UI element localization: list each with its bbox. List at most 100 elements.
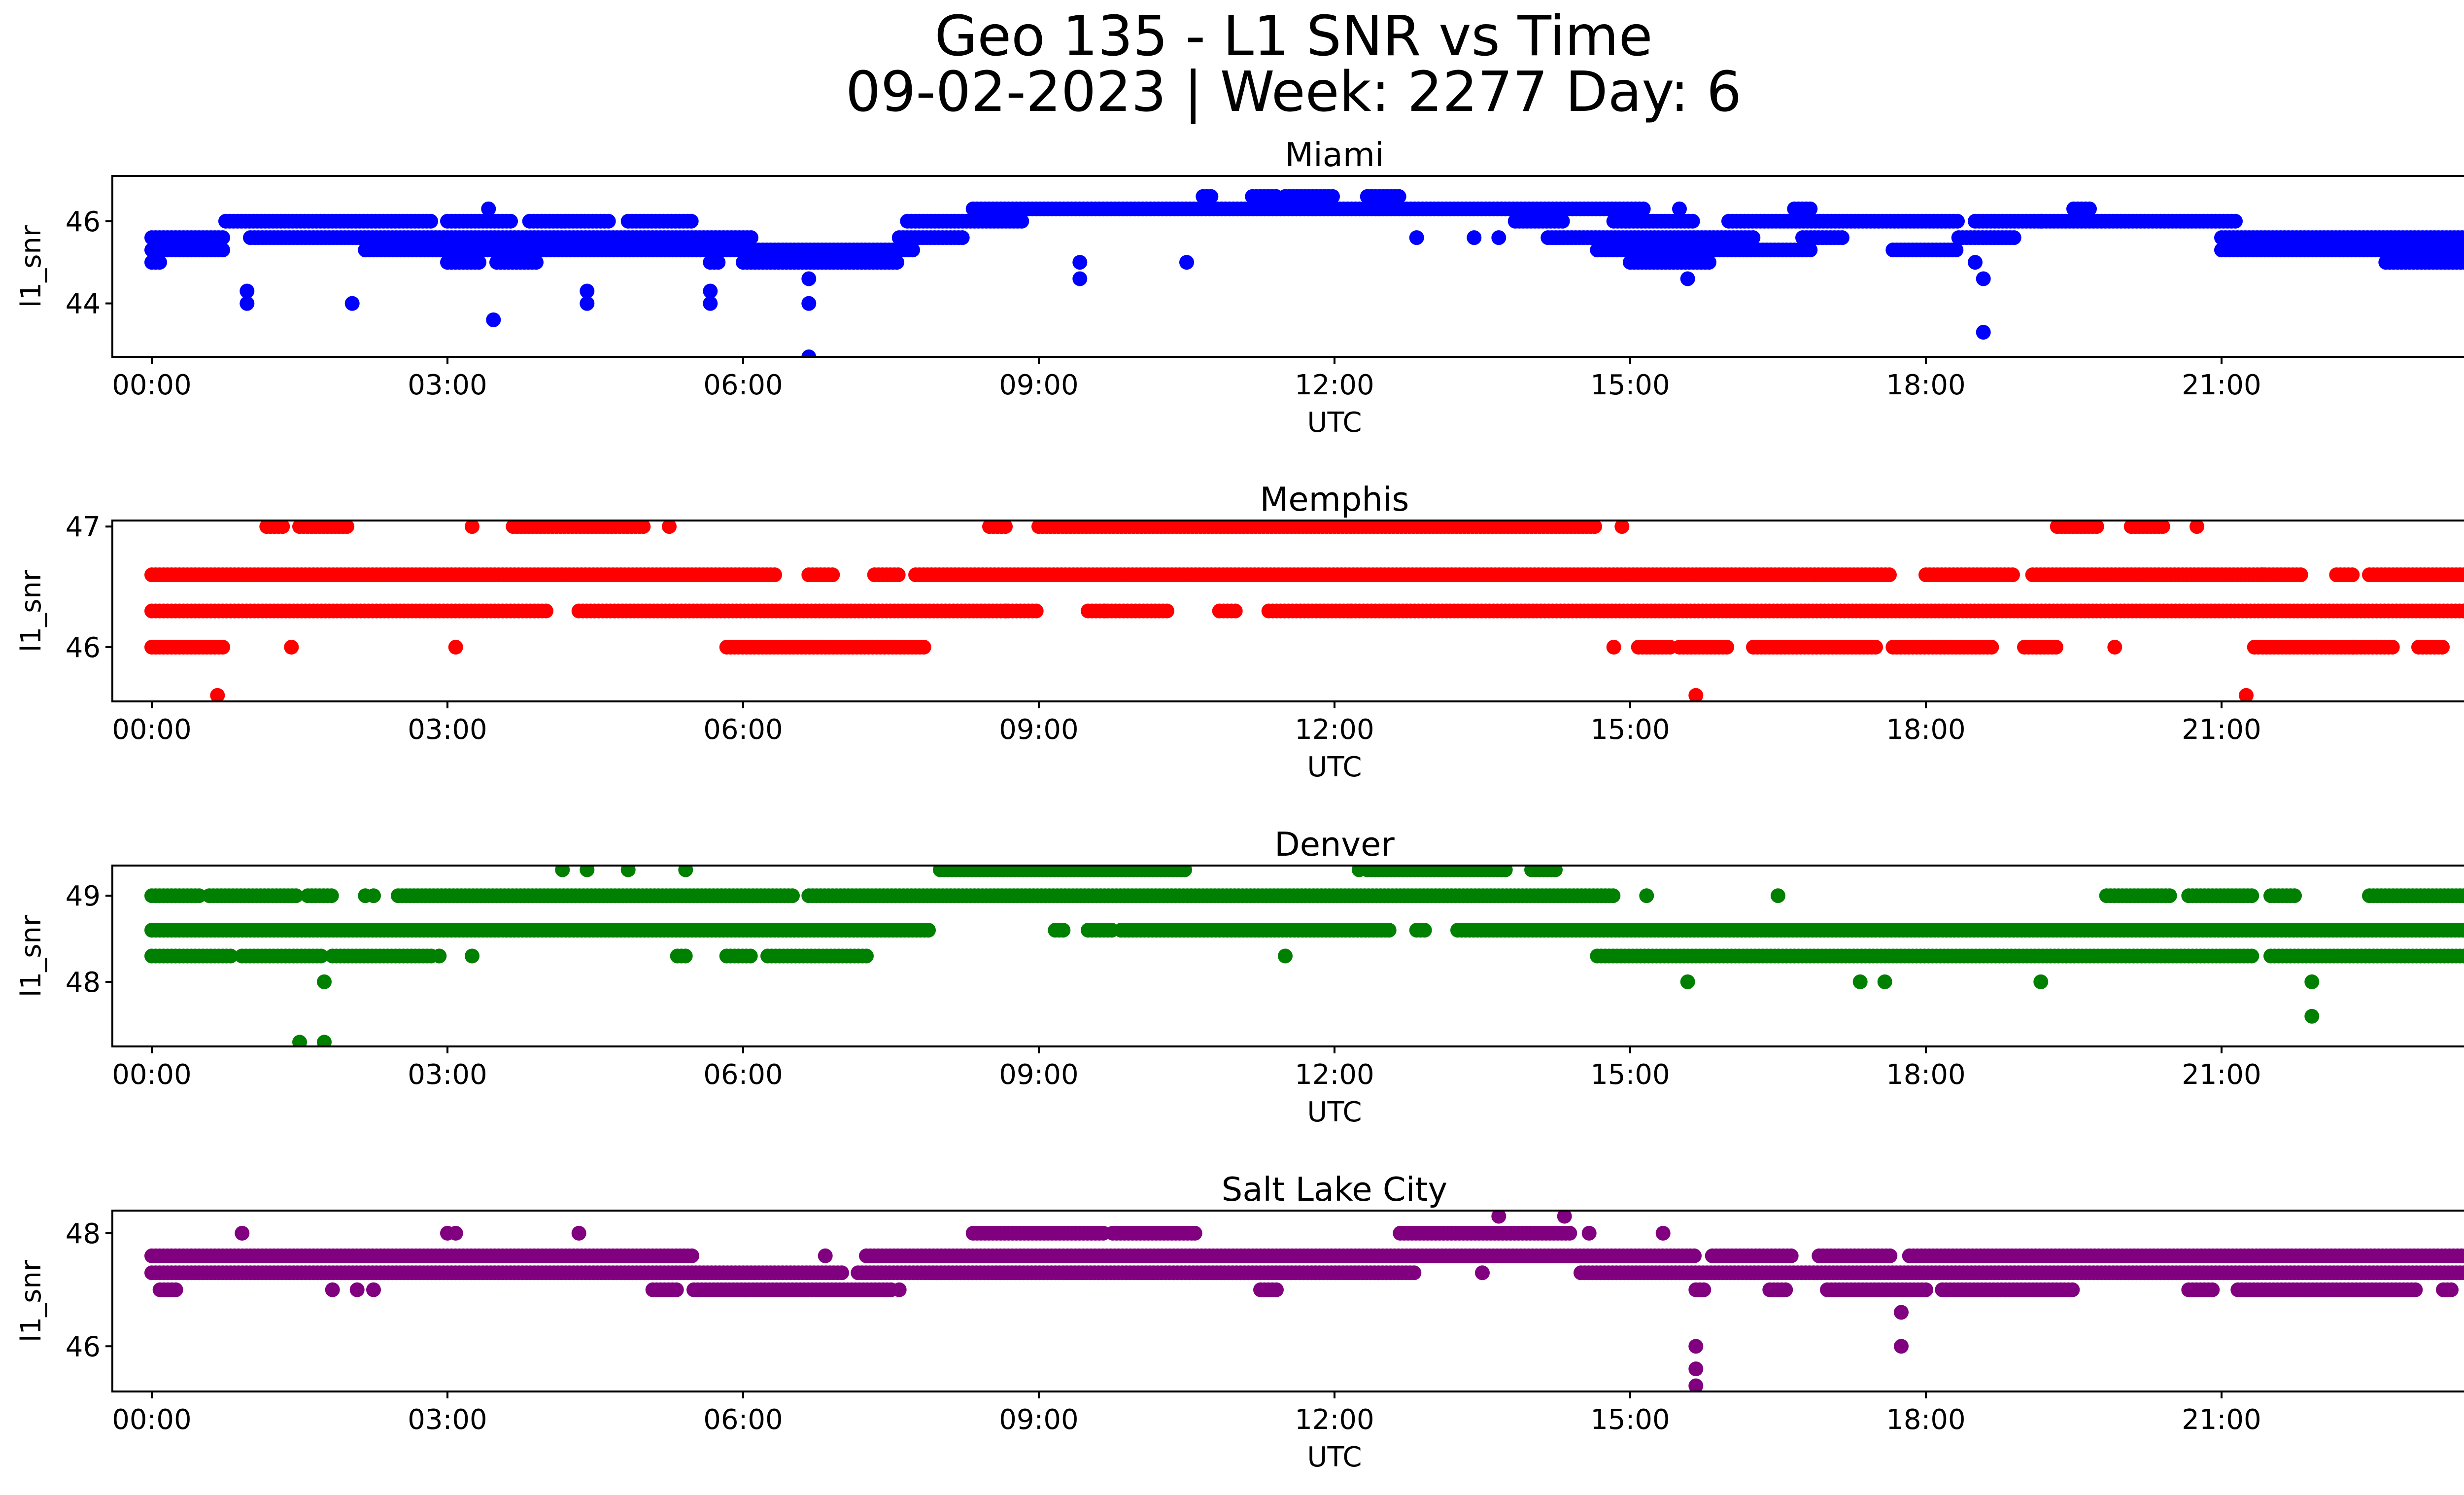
- data-point: [240, 283, 255, 299]
- data-point: [580, 866, 595, 877]
- subplot-title: Denver: [1274, 825, 1395, 864]
- data-point: [834, 1265, 849, 1281]
- data-point: [192, 888, 206, 904]
- data-point: [423, 213, 438, 229]
- y-tick-label: 48: [66, 967, 101, 999]
- data-point: [1056, 923, 1071, 938]
- data-point: [701, 243, 716, 258]
- data-point: [1177, 866, 1192, 877]
- data-point: [620, 866, 636, 877]
- data-point: [1685, 213, 1700, 229]
- data-point: [2155, 521, 2170, 534]
- data-point: [539, 603, 553, 619]
- data-point: [529, 255, 544, 270]
- data-point: [1391, 189, 1406, 204]
- data-point: [1179, 255, 1194, 270]
- data-point: [344, 296, 360, 311]
- subplot-title: Miami: [1285, 136, 1384, 174]
- data-point: [2435, 639, 2450, 655]
- data-point: [1343, 603, 1359, 619]
- data-point: [1097, 603, 1112, 619]
- data-point: [317, 1035, 332, 1046]
- data-point: [288, 888, 304, 904]
- data-point: [859, 948, 874, 964]
- data-point: [2006, 230, 2021, 245]
- data-point: [1778, 1282, 1793, 1297]
- data-point: [955, 230, 970, 245]
- data-point: [1498, 866, 1513, 877]
- data-point: [1852, 974, 1868, 989]
- data-point: [2304, 1008, 2320, 1024]
- data-point: [998, 603, 1014, 619]
- data-point: [2293, 567, 2308, 583]
- data-point: [2408, 1282, 2423, 1297]
- data-point: [580, 296, 595, 311]
- data-point: [601, 213, 616, 229]
- data-point: [215, 243, 230, 258]
- data-point: [1228, 603, 1243, 619]
- data-point: [503, 213, 518, 229]
- data-point: [998, 521, 1013, 534]
- data-point: [2461, 949, 2464, 963]
- data-point: [1984, 639, 1999, 655]
- data-point: [1467, 230, 1482, 245]
- x-tick-label: 09:00: [999, 714, 1078, 746]
- data-point: [340, 521, 354, 534]
- data-point: [1688, 688, 1704, 701]
- x-tick-label: 03:00: [408, 1059, 487, 1091]
- data-points: [144, 1211, 2464, 1391]
- data-point: [2444, 1282, 2459, 1297]
- data-point: [324, 888, 339, 904]
- data-point: [669, 1282, 684, 1297]
- data-point: [2461, 568, 2464, 581]
- data-point: [465, 948, 479, 964]
- data-point: [1269, 1282, 1284, 1297]
- data-point: [662, 521, 677, 534]
- data-point: [481, 201, 496, 216]
- subplot-title: Memphis: [1260, 480, 1409, 519]
- data-point: [2461, 256, 2464, 268]
- x-tick-label: 06:00: [703, 1059, 783, 1091]
- data-point: [284, 639, 299, 655]
- x-axis-label: UTC: [1307, 751, 1362, 783]
- data-point: [1672, 201, 1687, 216]
- data-point: [1745, 230, 1761, 245]
- data-point: [1918, 1282, 1933, 1297]
- data-point: [678, 948, 693, 964]
- data-point: [2239, 688, 2254, 701]
- x-axis-label: UTC: [1307, 1096, 1362, 1128]
- data-point: [1548, 866, 1563, 877]
- data-point: [1491, 230, 1506, 245]
- y-tick-label: 47: [66, 511, 101, 543]
- data-point: [1587, 521, 1602, 534]
- data-point: [580, 283, 595, 299]
- data-point: [317, 974, 332, 989]
- data-point: [1702, 255, 1716, 270]
- data-point: [465, 521, 479, 534]
- x-tick-label: 09:00: [999, 1059, 1078, 1091]
- x-tick-label: 03:00: [408, 369, 487, 401]
- data-point: [801, 349, 817, 357]
- data-point: [1325, 189, 1340, 204]
- y-tick-label: 49: [66, 880, 101, 912]
- figure-title-line2: 09-02-2023 | Week: 2277 Day: 6: [846, 60, 1742, 124]
- data-point: [921, 923, 936, 938]
- data-point: [743, 948, 758, 964]
- data-point: [703, 296, 718, 311]
- data-point: [2287, 888, 2302, 904]
- data-point: [1639, 888, 1654, 904]
- data-point: [2461, 889, 2464, 902]
- data-point: [767, 567, 782, 583]
- data-point: [1968, 255, 1983, 270]
- data-point: [2244, 948, 2259, 964]
- x-tick-label: 09:00: [999, 369, 1078, 401]
- data-point: [825, 567, 840, 583]
- x-tick-label: 12:00: [1295, 714, 1374, 746]
- data-point: [1381, 923, 1397, 938]
- x-tick-label: 18:00: [1886, 369, 1965, 401]
- x-tick-label: 03:00: [408, 714, 487, 746]
- data-point: [2385, 639, 2400, 655]
